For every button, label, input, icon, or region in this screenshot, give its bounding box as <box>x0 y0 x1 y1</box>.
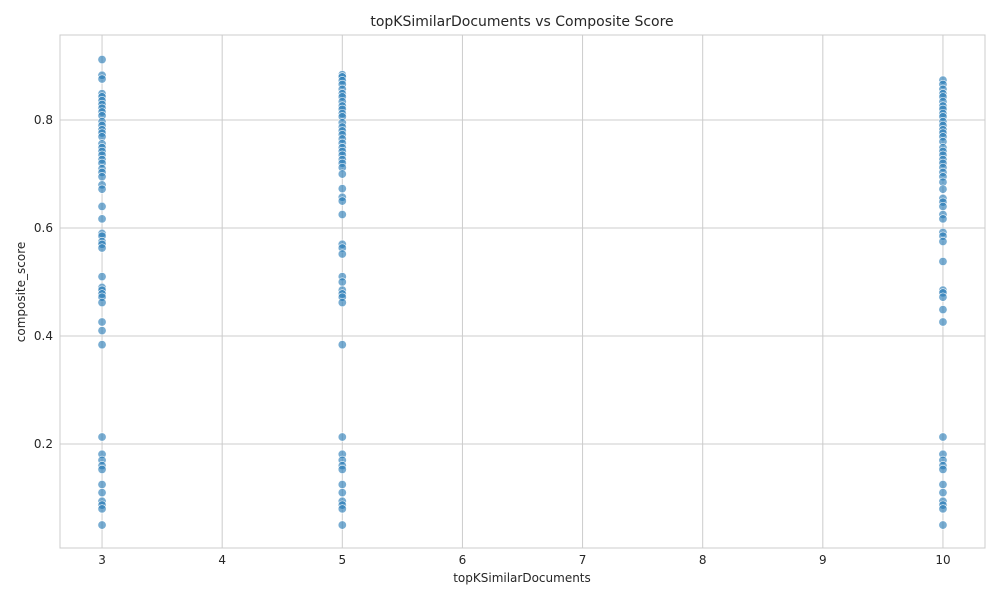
x-tick-label: 8 <box>699 553 707 567</box>
scatter-point <box>97 488 107 498</box>
x-tick-label: 10 <box>935 553 950 567</box>
scatter-point <box>97 432 107 442</box>
y-tick-label: 0.2 <box>34 437 53 451</box>
x-tick-label: 4 <box>218 553 226 567</box>
scatter-point <box>938 480 948 490</box>
scatter-point <box>337 277 347 287</box>
scatter-point <box>938 432 948 442</box>
scatter-point <box>938 520 948 530</box>
scatter-point <box>938 504 948 514</box>
scatter-point <box>938 488 948 498</box>
scatter-point <box>938 317 948 327</box>
scatter-point <box>97 340 107 350</box>
x-tick-label: 7 <box>579 553 587 567</box>
plot-frame <box>59 34 986 549</box>
scatter-point <box>97 272 107 282</box>
x-tick-label: 6 <box>459 553 467 567</box>
scatter-point <box>97 243 107 253</box>
x-tick-label: 3 <box>98 553 106 567</box>
scatter-point <box>938 184 948 194</box>
scatter-point <box>337 464 347 474</box>
scatter-point <box>337 520 347 530</box>
scatter-point <box>97 184 107 194</box>
scatter-point <box>97 214 107 224</box>
scatter-point <box>97 172 107 182</box>
y-tick-label: 0.8 <box>34 113 53 127</box>
scatter-point <box>97 55 107 65</box>
scatter-point <box>337 249 347 259</box>
scatter-point <box>337 504 347 514</box>
scatter-point <box>938 201 948 211</box>
scatter-point <box>97 326 107 336</box>
x-tick-label: 9 <box>819 553 827 567</box>
scatter-point <box>97 480 107 490</box>
scatter-point <box>337 480 347 490</box>
scatter-point <box>97 317 107 327</box>
scatter-point <box>337 210 347 220</box>
x-axis-label: topKSimilarDocuments <box>453 571 591 585</box>
points-layer <box>97 55 948 530</box>
scatter-point <box>97 74 107 84</box>
scatter-point <box>938 237 948 247</box>
scatter-point <box>938 214 948 224</box>
scatter-point <box>938 292 948 302</box>
chart-title: topKSimilarDocuments vs Composite Score <box>370 14 673 30</box>
scatter-point <box>337 196 347 206</box>
y-tick-label: 0.4 <box>34 329 53 343</box>
scatter-point <box>337 184 347 194</box>
scatter-point <box>938 305 948 315</box>
y-axis-label: composite_score <box>14 242 28 343</box>
scatter-point <box>97 520 107 530</box>
scatter-point <box>337 432 347 442</box>
scatter-point <box>97 298 107 308</box>
scatter-point <box>97 201 107 211</box>
scatter-point <box>337 298 347 308</box>
scatter-point <box>938 257 948 267</box>
scatter-point <box>938 464 948 474</box>
x-tick-label: 5 <box>338 553 346 567</box>
scatter-point <box>97 464 107 474</box>
scatter-point <box>337 340 347 350</box>
grid-layer <box>60 35 985 548</box>
scatter-point <box>337 169 347 179</box>
y-tick-label: 0.6 <box>34 221 53 235</box>
scatter-point <box>97 504 107 514</box>
ticks-layer: 3 4 5 6 7 8 9 10 0.2 0.4 0.6 0.8 <box>34 113 951 567</box>
scatter-point <box>337 488 347 498</box>
